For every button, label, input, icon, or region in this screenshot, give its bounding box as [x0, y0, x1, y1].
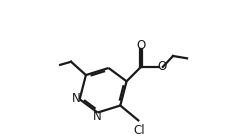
Text: N: N: [72, 92, 80, 105]
Text: Cl: Cl: [133, 124, 145, 136]
Text: O: O: [136, 39, 145, 51]
Text: O: O: [157, 60, 166, 73]
Text: N: N: [92, 110, 101, 124]
